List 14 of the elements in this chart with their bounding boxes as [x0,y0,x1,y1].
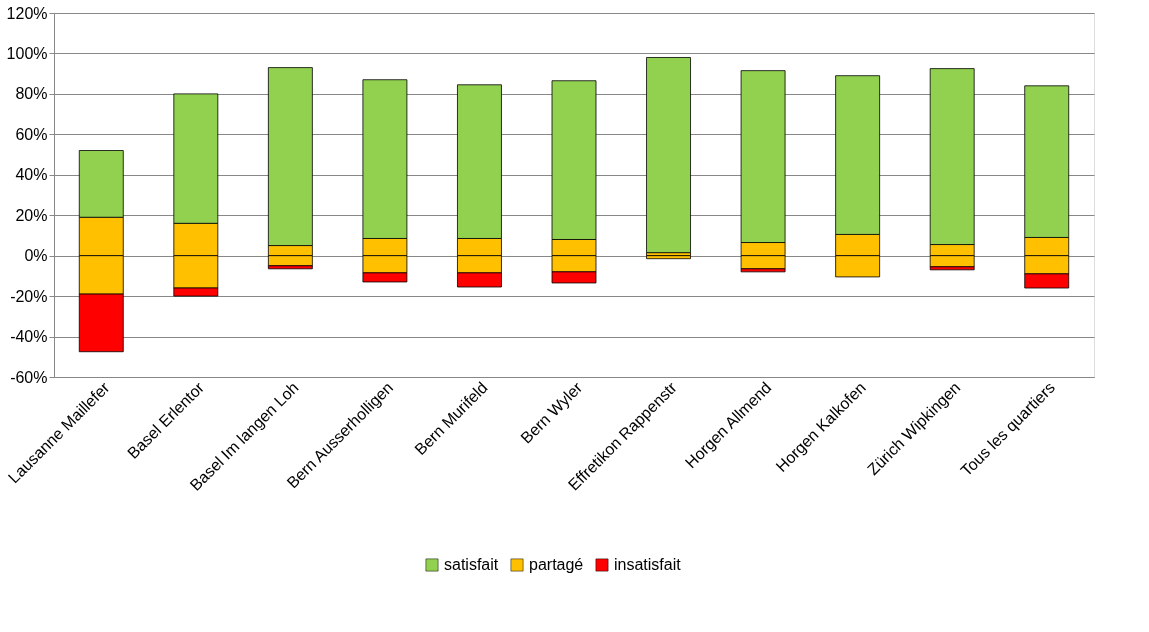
y-tick-label: 120% [6,4,48,22]
bar [646,57,691,254]
y-tick-label: -20% [10,287,48,305]
y-tick-label: -60% [10,368,48,386]
legend-label: satisfait [444,556,499,573]
y-tick-label: 60% [15,125,48,143]
legend-label: partagé [529,556,584,573]
y-tick-label: 100% [6,44,48,62]
y-tick-label: 80% [15,85,48,103]
y-tick-label: -40% [10,328,48,346]
y-tick-label: 0% [24,247,48,265]
y-tick-label: 40% [15,166,48,184]
legend-label: insatisfait [614,556,682,573]
y-tick-label: 20% [15,206,48,224]
